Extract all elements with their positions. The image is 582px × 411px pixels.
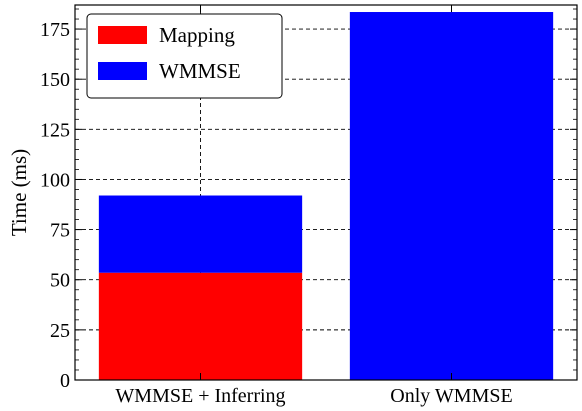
ticks — [75, 5, 577, 381]
x-tick-label: WMMSE + Inferring — [115, 385, 285, 407]
y-axis-label: Time (ms) — [7, 149, 31, 236]
y-tick-labels: 0 25 50 75 100 125 150 175 — [40, 19, 70, 392]
y-tick-label: 100 — [40, 169, 70, 191]
plot-frame — [74, 4, 578, 381]
y-tick-label: 150 — [40, 69, 70, 91]
y-tick-label: 50 — [50, 270, 70, 292]
y-tick-label: 125 — [40, 119, 70, 141]
y-tick-label: 75 — [50, 220, 70, 242]
legend-label-wmmse: WMMSE — [159, 59, 241, 83]
bar-wmmse — [349, 12, 554, 381]
legend-swatch-mapping — [98, 26, 147, 44]
legend-swatch-wmmse — [98, 62, 147, 80]
y-tick-label: 175 — [40, 19, 70, 41]
legend: Mapping WMMSE — [86, 13, 283, 99]
legend-label-mapping: Mapping — [159, 23, 235, 47]
bar-mapping — [98, 272, 303, 380]
bar-wmmse — [98, 195, 303, 273]
y-tick-label: 0 — [60, 370, 70, 392]
y-tick-label: 25 — [50, 320, 70, 342]
bars — [98, 12, 554, 381]
x-tick-label: Only WMMSE — [390, 385, 512, 407]
x-tick-labels: WMMSE + Inferring Only WMMSE — [115, 385, 512, 407]
